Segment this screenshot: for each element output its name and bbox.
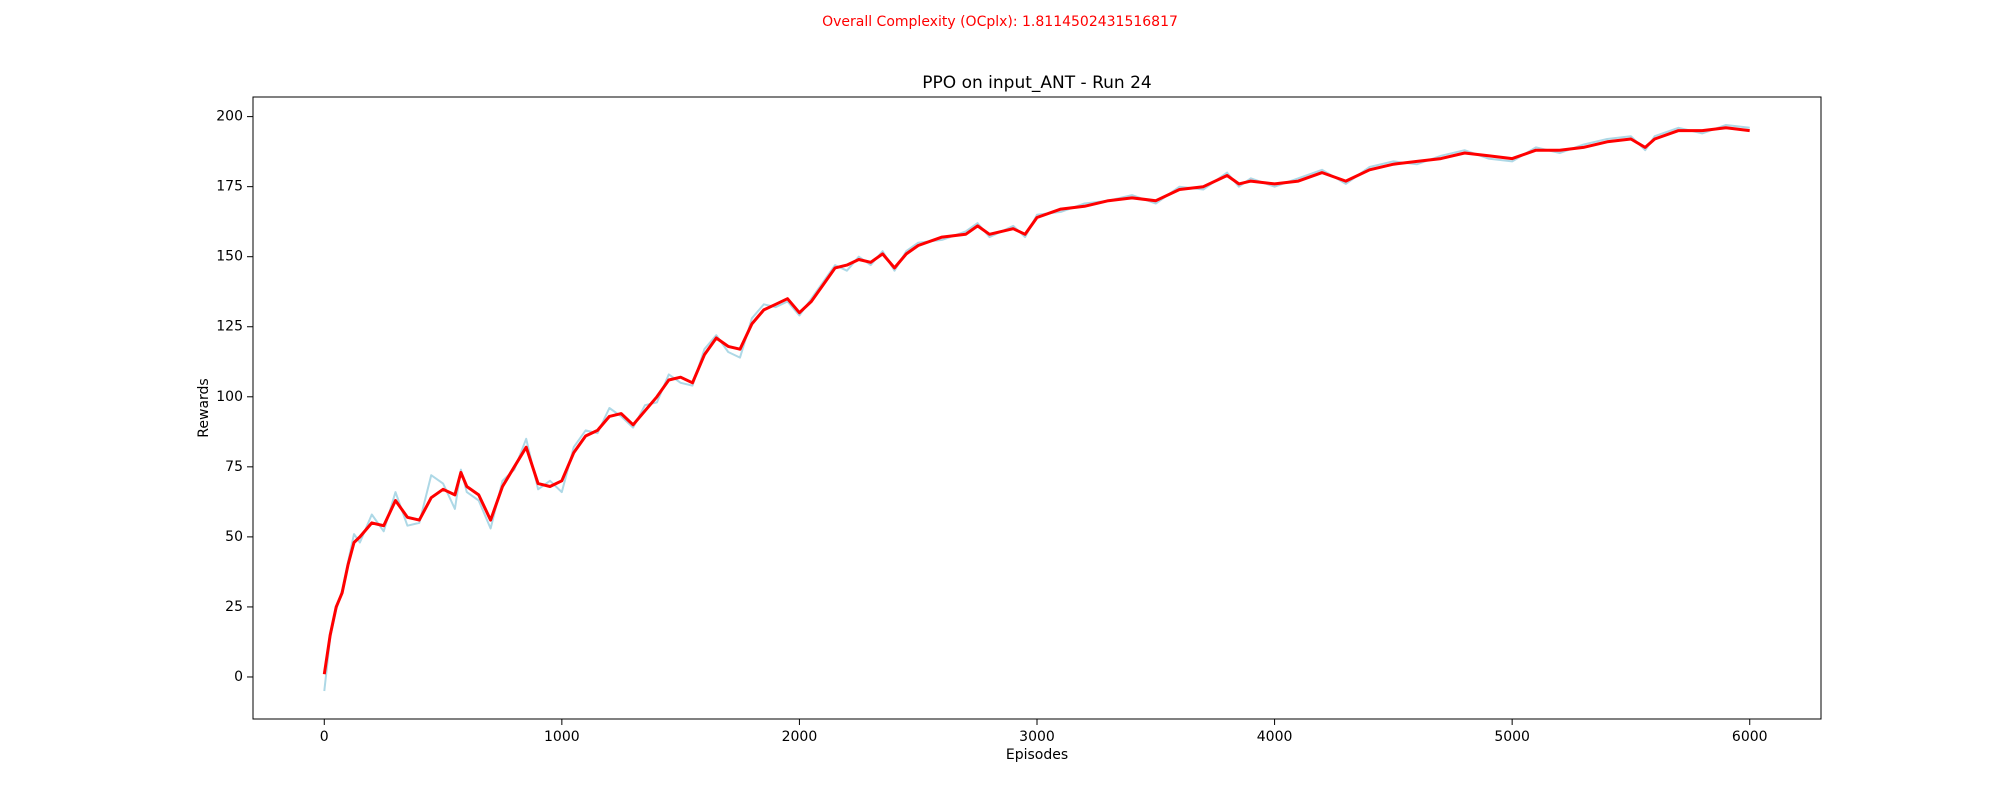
x-tick-label: 0 [320,729,329,745]
plot-frame [252,96,1822,720]
x-tick-label: 1000 [544,729,580,745]
y-axis-label: Rewards [196,378,212,437]
x-tick-label: 5000 [1494,729,1530,745]
x-tick-label: 4000 [1257,729,1293,745]
y-tick-label: 175 [216,179,243,195]
series-line [323,124,1750,692]
y-tick-label: 100 [216,389,243,405]
series-line [322,126,1750,675]
y-tick-label: 150 [216,249,243,265]
y-tick-label: 125 [216,319,243,335]
x-tick-label: 6000 [1732,729,1768,745]
y-tick-label: 200 [216,109,243,125]
suptitle: Overall Complexity (OCplx): 1.8114502431… [822,14,1178,30]
y-tick-label: 25 [225,599,243,615]
x-tick-label: 3000 [1019,729,1055,745]
y-tick-label: 50 [225,529,243,545]
x-axis-label: Episodes [1006,747,1068,763]
x-tick-label: 2000 [782,729,818,745]
y-tick-label: 0 [234,669,243,685]
y-tick-label: 75 [225,459,243,475]
chart-title: PPO on input_ANT - Run 24 [922,73,1151,93]
